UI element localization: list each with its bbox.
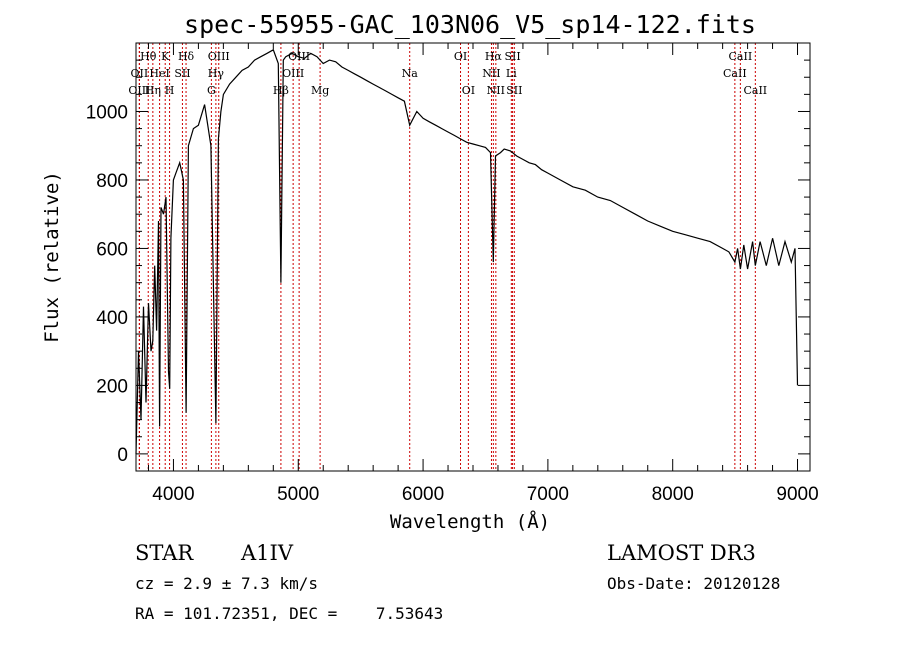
line-marker-label-7: SII — [174, 67, 190, 80]
line-marker-label-3: Hη — [145, 84, 161, 97]
line-marker-label-13: OIII — [282, 67, 304, 80]
x-tick-label-6000: 6000 — [402, 484, 444, 505]
x-tick-label-8000: 8000 — [652, 484, 694, 505]
line-marker-label-5: K — [161, 50, 170, 63]
obs-date-text: Obs-Date: 20120128 — [607, 574, 780, 593]
x-tick-label-7000: 7000 — [527, 484, 569, 505]
survey-name: LAMOST DR3 — [607, 541, 756, 565]
object-subclass: A1IV — [240, 541, 294, 565]
line-marker-label-10: Hγ — [208, 67, 225, 80]
line-marker-label-22: SII — [504, 50, 520, 63]
spectrum-line — [135, 48, 799, 454]
redshift-text: cz = 2.9 ± 7.3 km/s — [135, 574, 318, 593]
line-marker-label-27: CaII — [743, 84, 767, 97]
line-marker-label-17: OI — [454, 50, 467, 63]
line-marker-label-21: NII — [487, 84, 505, 97]
line-marker-label-23: Li — [506, 67, 517, 80]
line-marker-label-9: OIII — [208, 50, 230, 63]
line-marker-label-4: HeI — [149, 67, 169, 80]
line-marker-label-26: CaII — [723, 67, 747, 80]
y-tick-label-600: 600 — [96, 239, 128, 260]
chart-title: spec-55955-GAC_103N06_V5_sp14-122.fits — [184, 10, 756, 39]
line-marker-label-20: NII — [482, 67, 500, 80]
object-class: STAR — [135, 541, 194, 565]
line-marker-label-8: Hδ — [178, 50, 195, 63]
y-tick-label-800: 800 — [96, 171, 128, 192]
line-markers — [138, 43, 756, 471]
line-marker-label-18: OI — [462, 84, 475, 97]
line-marker-label-25: CaII — [729, 50, 753, 63]
x-tick-label-9000: 9000 — [776, 484, 818, 505]
line-marker-label-12: Hβ — [273, 84, 289, 97]
line-marker-label-19: Hα — [485, 50, 503, 63]
y-tick-label-200: 200 — [96, 376, 128, 397]
plot-frame — [135, 42, 811, 472]
line-marker-label-11: G — [207, 84, 216, 97]
y-axis-label: Flux (relative) — [41, 171, 63, 343]
line-marker-label-1: OII — [131, 67, 149, 80]
y-tick-label-0: 0 — [117, 445, 128, 466]
line-marker-label-16: Na — [402, 67, 419, 80]
y-axis-ticks: 0 200 400 600 800 1000 — [86, 59, 810, 472]
line-marker-label-2: OIII — [128, 84, 150, 97]
line-marker-label-6: H — [165, 84, 175, 97]
y-tick-label-400: 400 — [96, 308, 128, 329]
line-marker-label-24: SII — [506, 84, 522, 97]
line-marker-label-15: Mg — [311, 84, 329, 97]
line-marker-label-0: Hθ — [140, 50, 157, 63]
x-tick-label-5000: 5000 — [277, 484, 319, 505]
x-axis-label: Wavelength (Å) — [390, 510, 550, 533]
coords-text: RA = 101.72351, DEC = 7.53643 — [135, 604, 443, 623]
x-tick-label-4000: 4000 — [152, 484, 194, 505]
x-axis-ticks: 4000 5000 6000 7000 8000 9000 — [147, 43, 819, 505]
y-tick-label-1000: 1000 — [86, 102, 128, 123]
